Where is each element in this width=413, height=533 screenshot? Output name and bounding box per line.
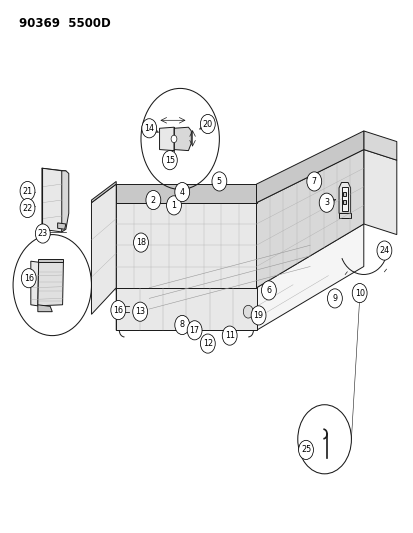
Circle shape: [261, 281, 275, 300]
Polygon shape: [338, 213, 350, 217]
Text: 2: 2: [150, 196, 156, 205]
Polygon shape: [342, 199, 346, 204]
Polygon shape: [116, 203, 256, 288]
Polygon shape: [363, 131, 396, 160]
Polygon shape: [91, 184, 116, 314]
Polygon shape: [342, 192, 346, 196]
Circle shape: [211, 172, 226, 191]
Polygon shape: [38, 259, 62, 262]
Text: 3: 3: [323, 198, 328, 207]
Circle shape: [20, 198, 35, 217]
Text: 17: 17: [189, 326, 199, 335]
Circle shape: [174, 316, 189, 335]
Circle shape: [171, 135, 176, 143]
Text: 25: 25: [300, 446, 311, 455]
Circle shape: [174, 182, 189, 201]
Text: 19: 19: [253, 311, 263, 320]
Circle shape: [142, 119, 156, 138]
Text: 18: 18: [135, 238, 146, 247]
Circle shape: [187, 321, 202, 340]
Circle shape: [318, 193, 333, 212]
Text: 14: 14: [144, 124, 154, 133]
Text: 15: 15: [164, 156, 175, 165]
Circle shape: [133, 233, 148, 252]
Text: 12: 12: [202, 339, 212, 348]
Text: 9: 9: [332, 294, 337, 303]
Polygon shape: [363, 150, 396, 235]
Circle shape: [162, 151, 177, 169]
Polygon shape: [42, 230, 50, 237]
Polygon shape: [31, 261, 38, 306]
Circle shape: [133, 302, 147, 321]
Circle shape: [21, 269, 36, 288]
Polygon shape: [38, 262, 63, 306]
Circle shape: [298, 440, 313, 459]
Polygon shape: [57, 223, 66, 229]
Text: 21: 21: [22, 187, 33, 196]
Circle shape: [351, 284, 366, 303]
Circle shape: [20, 181, 35, 200]
Text: 13: 13: [135, 307, 145, 316]
Polygon shape: [159, 127, 176, 151]
Polygon shape: [42, 168, 66, 232]
Text: 23: 23: [38, 229, 48, 238]
Circle shape: [222, 326, 237, 345]
Circle shape: [306, 172, 321, 191]
Text: 20: 20: [202, 119, 212, 128]
Polygon shape: [116, 224, 363, 330]
Polygon shape: [38, 305, 52, 312]
Polygon shape: [91, 181, 116, 203]
Text: 11: 11: [224, 331, 234, 340]
Circle shape: [114, 304, 122, 314]
Polygon shape: [62, 171, 69, 232]
Circle shape: [376, 241, 391, 260]
Text: 16: 16: [113, 305, 123, 314]
Polygon shape: [341, 187, 347, 211]
Text: 22: 22: [22, 204, 33, 213]
Circle shape: [251, 306, 266, 325]
Circle shape: [35, 224, 50, 243]
Text: 10: 10: [354, 288, 364, 297]
Polygon shape: [116, 288, 256, 330]
Polygon shape: [256, 131, 363, 203]
Text: 16: 16: [24, 273, 34, 282]
Text: 90369  5500D: 90369 5500D: [19, 17, 111, 30]
Circle shape: [111, 301, 126, 320]
Circle shape: [166, 196, 181, 215]
Text: 7: 7: [311, 177, 316, 186]
Text: 5: 5: [216, 177, 221, 186]
Text: 24: 24: [378, 246, 389, 255]
Polygon shape: [338, 182, 350, 213]
Circle shape: [243, 305, 253, 318]
Text: 1: 1: [171, 201, 176, 210]
Polygon shape: [173, 127, 191, 151]
Circle shape: [200, 334, 215, 353]
Text: 4: 4: [179, 188, 184, 197]
Text: 6: 6: [266, 286, 271, 295]
Circle shape: [145, 190, 160, 209]
Polygon shape: [116, 184, 256, 203]
Circle shape: [200, 115, 215, 134]
Text: 8: 8: [179, 320, 184, 329]
Polygon shape: [256, 150, 363, 288]
Circle shape: [327, 289, 342, 308]
